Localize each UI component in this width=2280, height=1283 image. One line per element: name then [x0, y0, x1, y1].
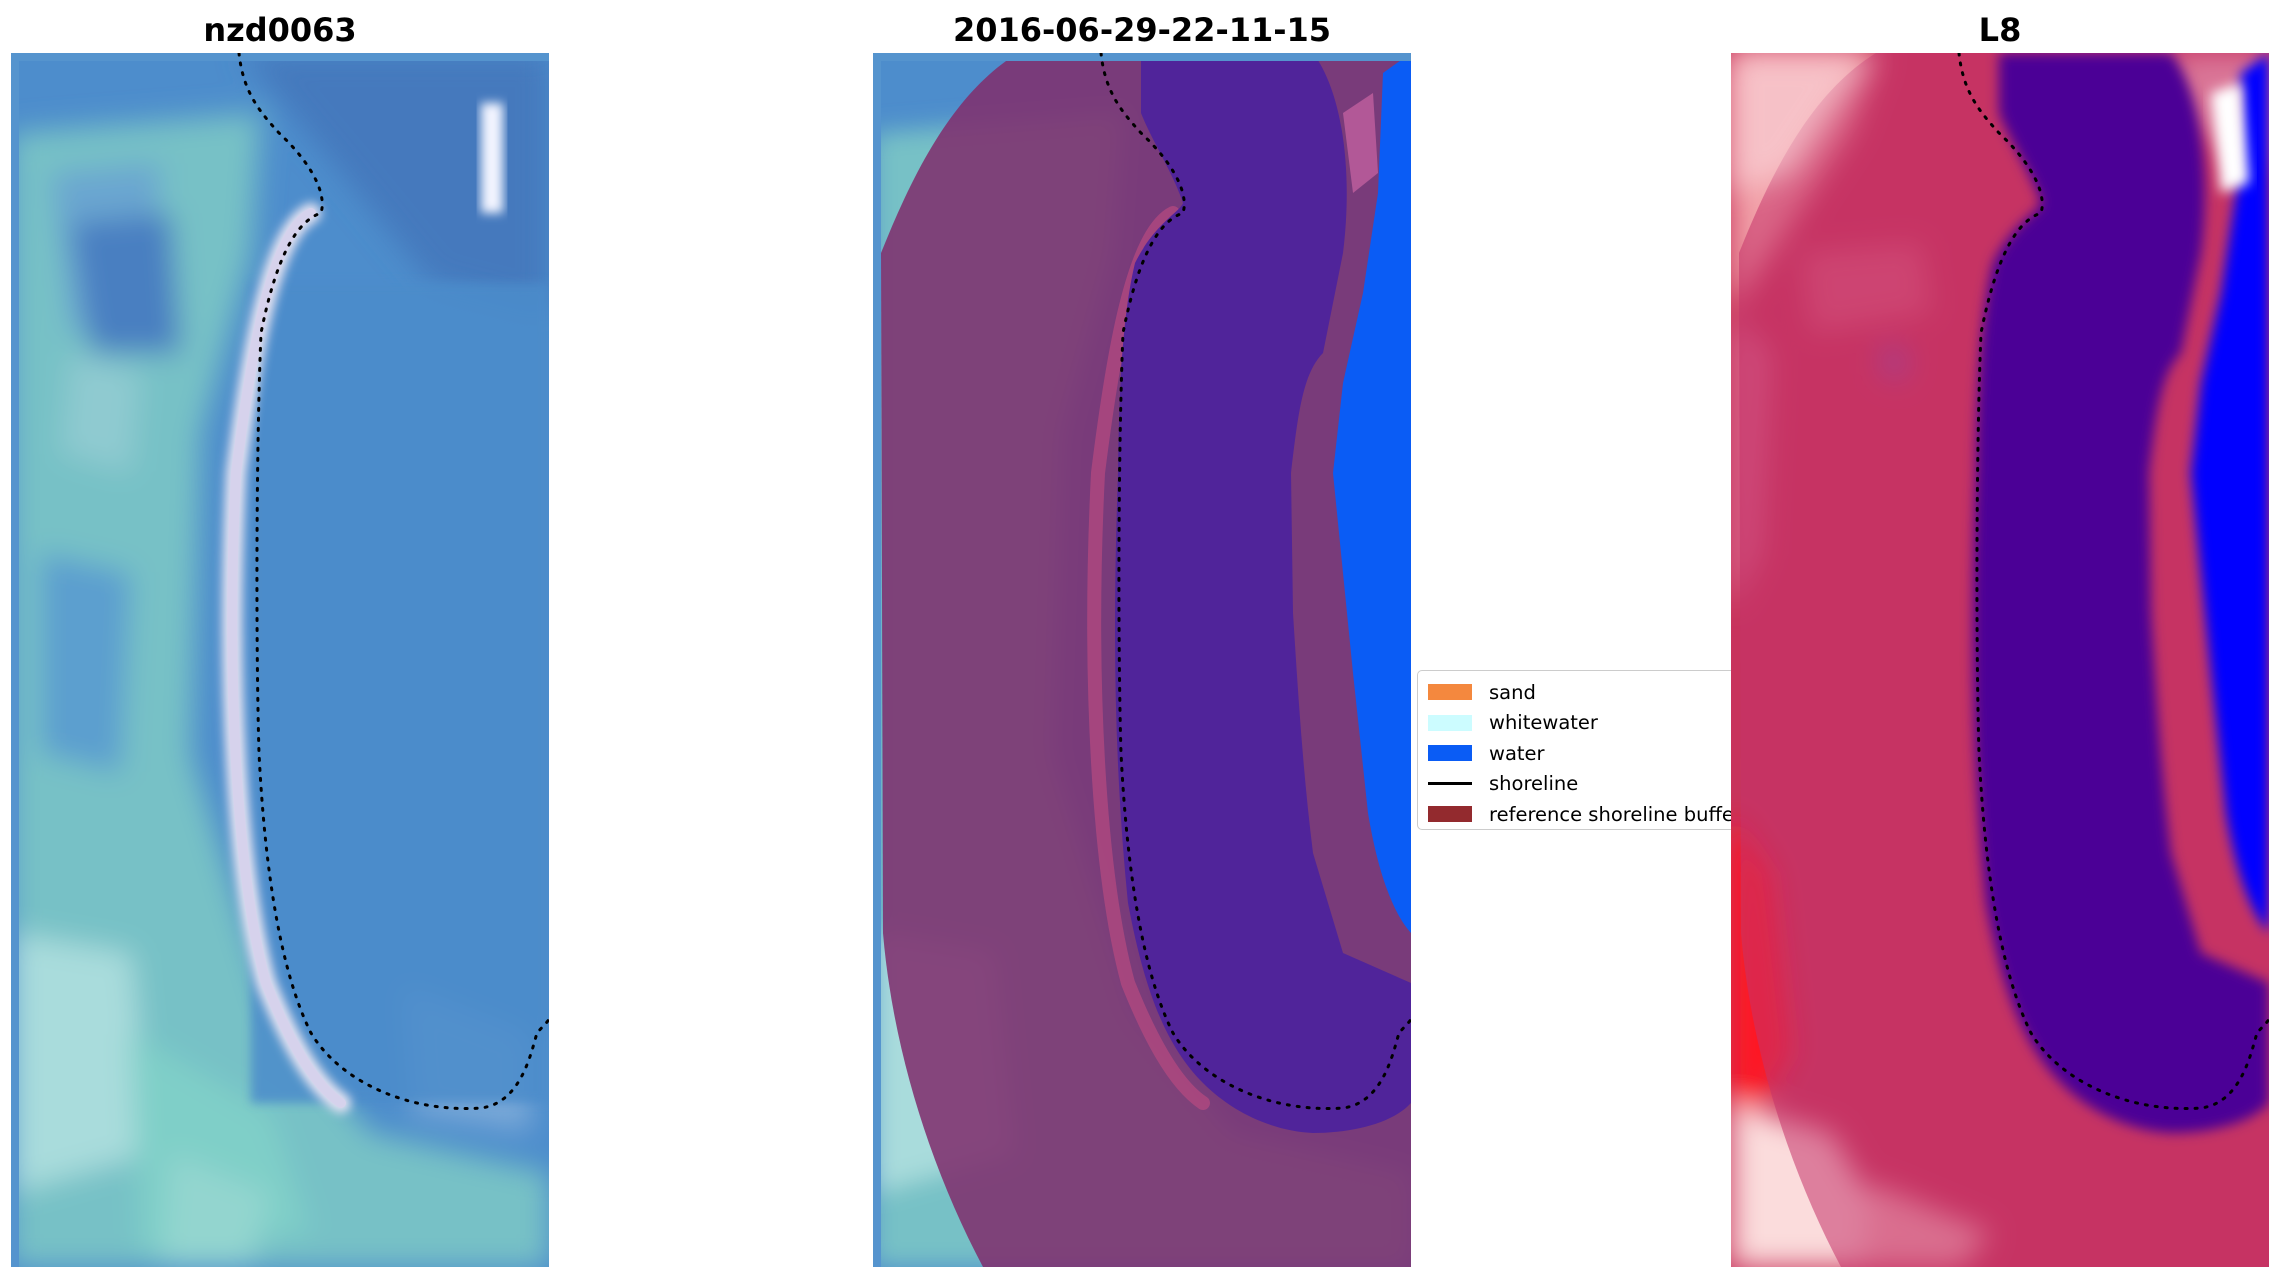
legend-label-whitewater: whitewater: [1489, 711, 1598, 735]
legend-item-whitewater: whitewater: [1418, 708, 1736, 739]
legend-label-water: water: [1489, 741, 1545, 765]
legend-item-reference-buffer: reference shoreline buffer: [1418, 799, 1742, 830]
ocean-water-class: [1333, 61, 1411, 933]
classified-panel-title: 2016-06-29-22-11-15: [952, 11, 1332, 49]
rgb-image-panel: [11, 53, 549, 1267]
sand-swatch: [1428, 684, 1472, 701]
legend-label-sand: sand: [1489, 680, 1536, 704]
legend-item-shoreline: shoreline: [1418, 769, 1736, 800]
legend-label-shoreline: shoreline: [1489, 772, 1579, 796]
legend-label-reference-buffer: reference shoreline buffer: [1489, 802, 1742, 826]
mndwi-image-panel: [1731, 53, 2269, 1267]
mndwi-panel-title: L8: [1978, 11, 2022, 49]
water-swatch: [1428, 745, 1472, 762]
legend-item-sand: sand: [1418, 677, 1736, 708]
whitewater-swatch: [1428, 714, 1472, 731]
shoreline-line-swatch: [1428, 782, 1472, 786]
rgb-panel-title: nzd0063: [203, 11, 357, 49]
reference-buffer-swatch: [1428, 806, 1472, 823]
classified-image-panel: [873, 53, 1411, 1267]
classification-legend: sand whitewater water shoreline referenc…: [1417, 670, 1742, 830]
lagoon-water-class: [1115, 61, 1411, 1133]
legend-item-water: water: [1418, 738, 1736, 769]
